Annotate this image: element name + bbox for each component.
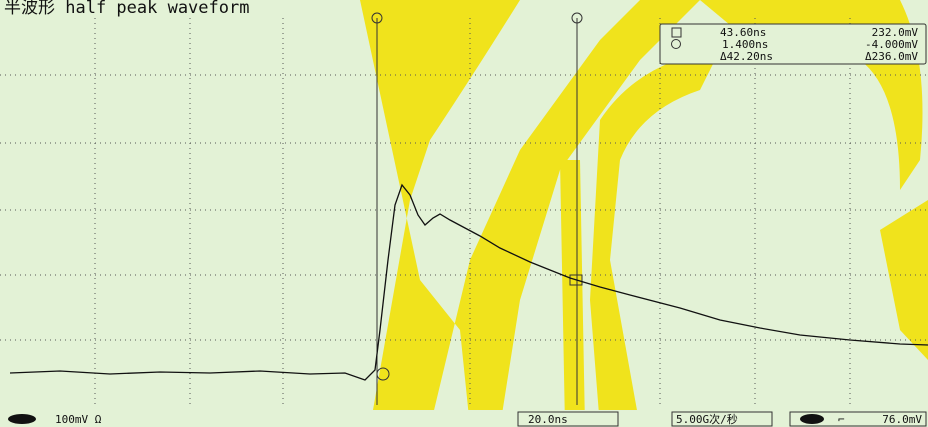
cursor-readout: 43.60ns 232.0mV 1.400ns -4.000mV Δ42.20n…	[659, 23, 927, 65]
cursor1-voltage: 232.0mV	[872, 26, 919, 39]
status-bar: 100mV Ω 20.0ns 5.00G次/秒 ⌐ 76.0mV	[0, 410, 928, 427]
delta-voltage: Δ236.0mV	[865, 50, 918, 63]
title: 半波形 half peak waveform	[4, 0, 249, 18]
delta-time: Δ42.20ns	[720, 50, 773, 63]
time-scale: 20.0ns	[528, 413, 568, 426]
cursor2-voltage: -4.000mV	[865, 38, 918, 51]
channel-scale: 100mV Ω	[55, 413, 102, 426]
trigger-level: 76.0mV	[882, 413, 922, 426]
waveform	[9, 183, 928, 381]
trigger-icon: ⌐	[838, 413, 845, 426]
grid	[0, 12, 928, 405]
cursor2-time: 1.400ns	[722, 38, 768, 51]
cursor1-time: 43.60ns	[720, 26, 766, 39]
sample-rate: 5.00G次/秒	[676, 412, 738, 426]
